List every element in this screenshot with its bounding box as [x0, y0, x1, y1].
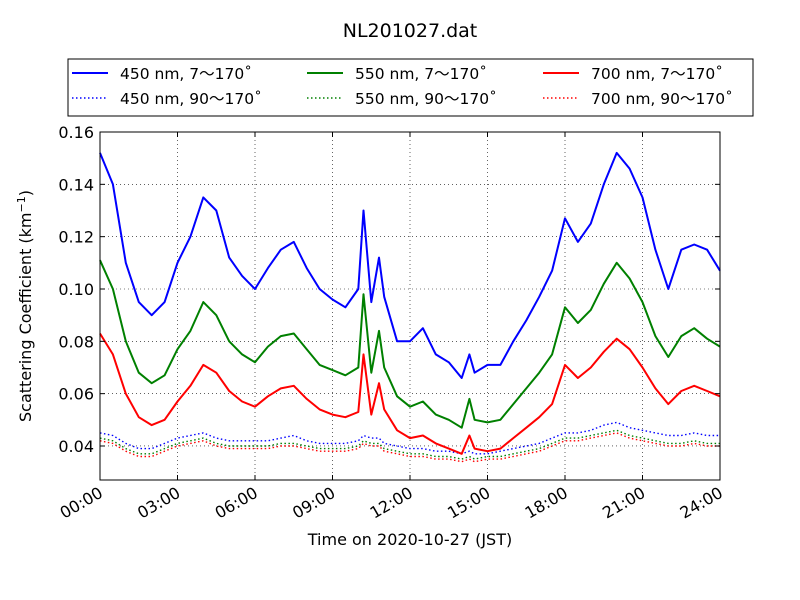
- y-tick-label: 0.10: [58, 280, 94, 299]
- x-tick-label: 15:00: [444, 483, 493, 523]
- x-tick-labels: 00:00 03:00 06:00 09:00 12:00 15:00 18:00 21:00…: [57, 483, 726, 523]
- y-tick-label: 0.08: [58, 332, 94, 351]
- grid-lines: [100, 132, 720, 480]
- x-tick-label: 09:00: [289, 483, 338, 523]
- series-layer: [99, 151, 721, 463]
- series-line-3: [99, 259, 721, 429]
- series-line-2: [99, 421, 720, 455]
- y-axis-label-exponent: −1: [15, 196, 28, 212]
- x-tick-label: 21:00: [599, 483, 648, 523]
- series-line-1: [99, 151, 721, 379]
- y-tick-label: 0.12: [58, 228, 94, 247]
- y-tick-label: 0.16: [58, 123, 94, 142]
- series-line-6: [99, 432, 720, 463]
- x-tick-label: 06:00: [212, 483, 261, 523]
- legend-label-2: 450 nm, 90～170˚: [120, 90, 262, 108]
- legend-label-1: 450 nm, 7～170˚: [120, 65, 252, 83]
- chart-title: NL201027.dat: [343, 20, 478, 42]
- y-axis-label-close: ): [16, 190, 35, 196]
- legend-label-5: 700 nm, 7～170˚: [591, 65, 723, 83]
- legend-box: [67, 58, 754, 117]
- x-tick-label: 24:00: [677, 483, 726, 523]
- series-line-5: [99, 332, 721, 455]
- y-tick-label: 0.06: [58, 385, 94, 404]
- legend: 450 nm, 7～170˚ 450 nm, 90～170˚ 550 nm, 7～1…: [67, 58, 754, 117]
- series-line-4: [99, 429, 720, 460]
- x-tick-label: 00:00: [57, 483, 106, 523]
- y-axis-label-main: Scattering Coefficient (km: [16, 212, 35, 422]
- y-tick-label: 0.04: [58, 437, 94, 456]
- y-axis-label: Scattering Coefficient (km−1): [15, 190, 36, 422]
- x-tick-label: 12:00: [367, 483, 416, 523]
- x-tick-label: 03:00: [134, 483, 183, 523]
- x-tick-label: 18:00: [522, 483, 571, 523]
- axis-ticks: [99, 131, 721, 480]
- legend-label-4: 550 nm, 90～170˚: [355, 90, 497, 108]
- legend-label-3: 550 nm, 7～170˚: [355, 65, 487, 83]
- x-axis-label: Time on 2020-10-27 (JST): [307, 530, 512, 549]
- y-tick-labels: 0.04 0.06 0.08 0.10 0.12 0.14 0.16: [58, 123, 94, 456]
- y-tick-label: 0.14: [58, 175, 94, 194]
- legend-label-6: 700 nm, 90～170˚: [591, 90, 733, 108]
